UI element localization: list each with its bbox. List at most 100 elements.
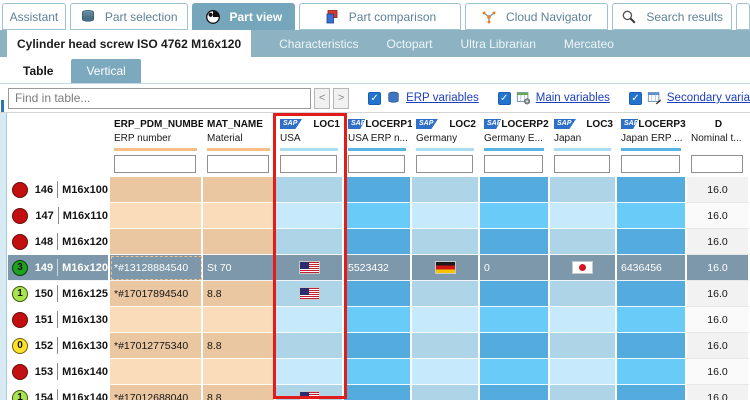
cell-nominal-d[interactable]: 16.0 <box>687 177 750 203</box>
cell-locerp1[interactable] <box>344 385 412 400</box>
tab-part-comparison[interactable]: Part comparison <box>299 3 461 30</box>
secondary-variables-checkbox[interactable]: ✓ <box>628 91 642 105</box>
cell-material[interactable]: 8.8 <box>203 281 276 307</box>
column-header-loc1[interactable]: SAP LOC1 USA <box>276 113 344 177</box>
secondary-variables-link[interactable]: Secondary varia <box>666 92 750 104</box>
cell-locerp1[interactable] <box>344 333 412 359</box>
column-header-loc2[interactable]: SAP LOC2 Germany <box>412 113 480 177</box>
part-tab-mercateo[interactable]: Mercateo <box>550 30 628 57</box>
row-header-151[interactable]: 151 M16x130 <box>8 307 110 333</box>
row-header-147[interactable]: 147 M16x110 <box>8 203 110 229</box>
cell-locerp3[interactable] <box>617 385 687 400</box>
cell-locerp2[interactable] <box>480 177 550 203</box>
cell-nominal-d[interactable]: 16.0 <box>687 307 750 333</box>
cell-erp-number[interactable]: *#13128884540 <box>110 255 203 281</box>
filter-input-loc2[interactable] <box>416 155 473 173</box>
cell-erp-number[interactable] <box>110 229 203 255</box>
table-row-147[interactable]: 147 M16x110 16.0 <box>8 203 750 229</box>
row-header-150[interactable]: 1 150 M16x125 <box>8 281 110 307</box>
cell-erp-number[interactable] <box>110 359 203 385</box>
filter-input-loc1[interactable] <box>280 155 337 173</box>
cell-loc3[interactable] <box>550 281 617 307</box>
cell-material[interactable] <box>203 203 276 229</box>
row-header-149[interactable]: 3 149 M16x120 <box>8 255 110 281</box>
tab-search-results[interactable]: Search results <box>612 3 733 30</box>
table-row-148[interactable]: 148 M16x120 16.0 <box>8 229 750 255</box>
cell-loc1[interactable] <box>276 177 344 203</box>
table-row-146[interactable]: 146 M16x100 16.0 <box>8 177 750 203</box>
cell-locerp3[interactable] <box>617 307 687 333</box>
cell-locerp1[interactable] <box>344 229 412 255</box>
column-header-erp[interactable]: ERP_PDM_NUMBER ERP number <box>110 113 203 177</box>
column-header-mat[interactable]: MAT_NAME Material <box>203 113 276 177</box>
cell-material[interactable]: 8.8 <box>203 385 276 400</box>
cell-erp-number[interactable] <box>110 177 203 203</box>
splitter-handle[interactable] <box>1 100 4 112</box>
cell-loc2[interactable] <box>412 307 480 333</box>
cell-locerp3[interactable] <box>617 359 687 385</box>
filter-input-erp[interactable] <box>114 155 196 173</box>
cell-loc3[interactable] <box>550 177 617 203</box>
cell-locerp1[interactable] <box>344 281 412 307</box>
column-header-locerp1[interactable]: SAP LOCERP1 USA ERP n... <box>344 113 412 177</box>
cell-locerp1[interactable] <box>344 177 412 203</box>
cell-loc3[interactable] <box>550 255 617 281</box>
cell-erp-number[interactable]: *#17012775340 <box>110 333 203 359</box>
cell-loc2[interactable] <box>412 177 480 203</box>
part-tab-ultra-librarian[interactable]: Ultra Librarian <box>447 30 550 57</box>
cell-locerp2[interactable] <box>480 333 550 359</box>
cell-locerp2[interactable] <box>480 229 550 255</box>
table-row-151[interactable]: 151 M16x130 16.0 <box>8 307 750 333</box>
column-header-d[interactable]: D Nominal t... <box>687 113 750 177</box>
part-tab-cylinder-head-screw[interactable]: Cylinder head screw ISO 4762 M16x120 <box>7 30 252 57</box>
cell-locerp2[interactable] <box>480 359 550 385</box>
table-row-153[interactable]: 153 M16x140 16.0 <box>8 359 750 385</box>
cell-locerp3[interactable] <box>617 203 687 229</box>
cell-material[interactable] <box>203 307 276 333</box>
tab-partial[interactable] <box>736 3 750 30</box>
cell-material[interactable] <box>203 359 276 385</box>
cell-material[interactable]: St 70 <box>203 255 276 281</box>
cell-loc2[interactable] <box>412 333 480 359</box>
cell-loc3[interactable] <box>550 333 617 359</box>
cell-nominal-d[interactable]: 16.0 <box>687 359 750 385</box>
main-variables-checkbox[interactable]: ✓ <box>497 91 511 105</box>
filter-input-d[interactable] <box>691 155 743 173</box>
cell-nominal-d[interactable]: 16.0 <box>687 333 750 359</box>
row-header-153[interactable]: 153 M16x140 <box>8 359 110 385</box>
cell-locerp3[interactable] <box>617 333 687 359</box>
cell-locerp2[interactable] <box>480 281 550 307</box>
row-header-148[interactable]: 148 M16x120 <box>8 229 110 255</box>
table-row-154[interactable]: 1 154 M16x140 *#17012688040 8.8 16.0 <box>8 385 750 400</box>
cell-nominal-d[interactable]: 16.0 <box>687 255 750 281</box>
cell-material[interactable] <box>203 177 276 203</box>
filter-input-locerp2[interactable] <box>484 155 543 173</box>
cell-loc2[interactable] <box>412 229 480 255</box>
cell-locerp2[interactable] <box>480 385 550 400</box>
part-tab-octopart[interactable]: Octopart <box>372 30 446 57</box>
cell-loc1[interactable] <box>276 281 344 307</box>
tab-cloud-navigator[interactable]: Cloud Navigator <box>464 3 609 30</box>
cell-loc2[interactable] <box>412 385 480 400</box>
cell-locerp3[interactable] <box>617 229 687 255</box>
table-row-150[interactable]: 1 150 M16x125 *#17017894540 8.8 16.0 <box>8 281 750 307</box>
row-header-146[interactable]: 146 M16x100 <box>8 177 110 203</box>
cell-loc1[interactable] <box>276 359 344 385</box>
cell-locerp1[interactable] <box>344 359 412 385</box>
tab-part-view[interactable]: Part view <box>191 3 296 30</box>
cell-locerp2[interactable]: 0 <box>480 255 550 281</box>
cell-locerp1[interactable]: 5523432 <box>344 255 412 281</box>
tab-assistant[interactable]: Assistant <box>2 3 66 30</box>
table-row-152[interactable]: 0 152 M16x130 *#17012775340 8.8 16.0 <box>8 333 750 359</box>
row-header-154[interactable]: 1 154 M16x140 <box>8 385 110 400</box>
cell-loc1[interactable] <box>276 333 344 359</box>
table-row-149[interactable]: 3 149 M16x120 *#13128884540 St 70 5523432 0 643… <box>8 255 750 281</box>
main-variables-link[interactable]: Main variables <box>535 92 610 104</box>
cell-erp-number[interactable] <box>110 203 203 229</box>
find-next-button[interactable]: > <box>333 87 350 109</box>
erp-variables-link[interactable]: ERP variables <box>406 92 479 104</box>
cell-loc1[interactable] <box>276 255 344 281</box>
cell-locerp2[interactable] <box>480 307 550 333</box>
cell-erp-number[interactable] <box>110 307 203 333</box>
cell-locerp1[interactable] <box>344 307 412 333</box>
